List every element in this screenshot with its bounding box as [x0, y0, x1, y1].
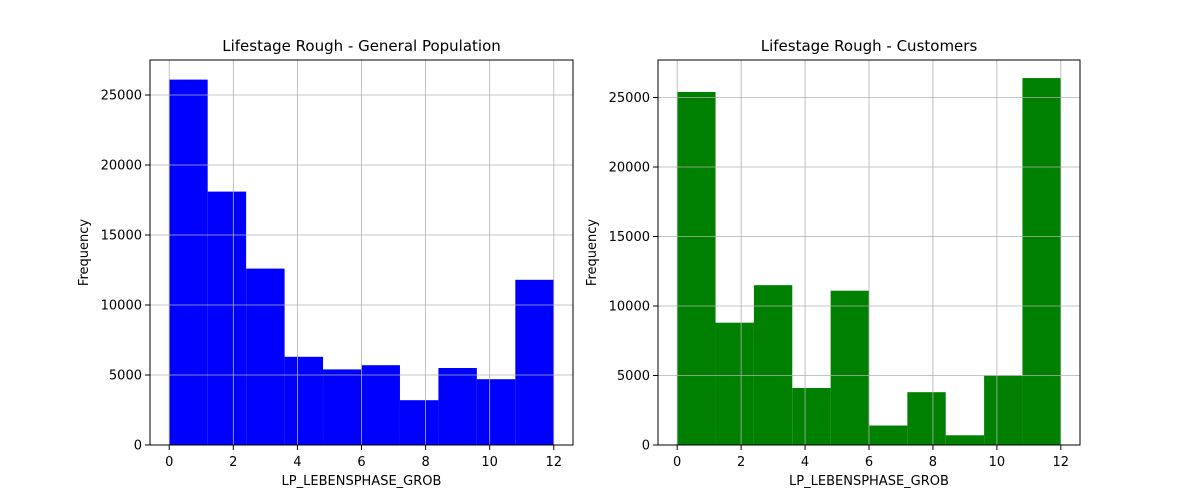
y-axis-label: Frequency — [585, 219, 600, 286]
histogram-bar — [476, 379, 516, 445]
x-tick-label: 4 — [801, 455, 809, 470]
histogram-bar — [399, 400, 439, 445]
histogram-bar — [830, 290, 869, 445]
y-tick-label: 0 — [642, 439, 650, 454]
y-tick-label: 5000 — [109, 369, 142, 384]
x-tick-label: 6 — [357, 455, 365, 470]
x-tick-label: 12 — [1053, 455, 1070, 470]
y-tick-label: 25000 — [609, 91, 650, 106]
y-tick-label: 5000 — [617, 369, 650, 384]
histogram-bar — [984, 375, 1023, 445]
x-tick-label: 10 — [481, 455, 498, 470]
bars — [169, 79, 554, 445]
y-tick-label: 10000 — [609, 300, 650, 315]
chart-title: Lifestage Rough - General Population — [222, 37, 501, 55]
histogram-bar — [792, 388, 831, 445]
x-tick-label: 8 — [929, 455, 937, 470]
histogram-bar — [869, 425, 908, 445]
histogram-bar — [361, 365, 400, 445]
histogram-bar — [715, 322, 754, 445]
chart-panel-1: 0 2 4 6 8 10 12 0 5000 10000 15000 20000 25000 Lifest… — [77, 37, 574, 489]
x-axis-label: LP_LEBENSPHASE_GROB — [282, 474, 442, 489]
histogram-bar — [1022, 78, 1061, 445]
y-tick-label: 25000 — [101, 89, 142, 104]
chart-panel-2: 0 2 4 6 8 10 12 0 5000 10000 15000 20000 25000 Lifest… — [585, 37, 1081, 489]
grid — [658, 60, 1080, 446]
x-tick-label: 8 — [421, 455, 429, 470]
x-tick-label: 4 — [293, 455, 301, 470]
histogram-bar — [169, 79, 208, 445]
x-tick-label: 10 — [989, 455, 1006, 470]
histogram-bar — [438, 368, 477, 445]
y-tick-label: 20000 — [609, 161, 650, 176]
histogram-bar — [284, 356, 324, 445]
x-tick-label: 2 — [737, 455, 745, 470]
histogram-bar — [323, 369, 362, 445]
x-tick-label: 0 — [165, 455, 173, 470]
x-tick-label: 0 — [673, 455, 681, 470]
histogram-bar — [515, 279, 554, 445]
y-tick-label: 10000 — [101, 299, 142, 314]
histogram-bar — [246, 268, 285, 445]
histogram-bar — [753, 285, 793, 445]
y-tick-label: 15000 — [609, 230, 650, 245]
x-tick-label: 2 — [229, 455, 237, 470]
y-tick-label: 0 — [134, 439, 142, 454]
y-tick-label: 20000 — [101, 159, 142, 174]
x-tick-label: 12 — [545, 455, 562, 470]
y-axis-label: Frequency — [77, 219, 92, 286]
bars — [677, 78, 1061, 446]
x-axis-label: LP_LEBENSPHASE_GROB — [789, 474, 949, 489]
histogram-bar — [677, 91, 716, 446]
histogram-bar — [945, 435, 985, 445]
y-tick-label: 15000 — [101, 229, 142, 244]
x-tick-label: 6 — [865, 455, 873, 470]
chart-title: Lifestage Rough - Customers — [761, 37, 978, 55]
histogram-bar — [207, 191, 247, 445]
histogram-bar — [907, 392, 946, 445]
